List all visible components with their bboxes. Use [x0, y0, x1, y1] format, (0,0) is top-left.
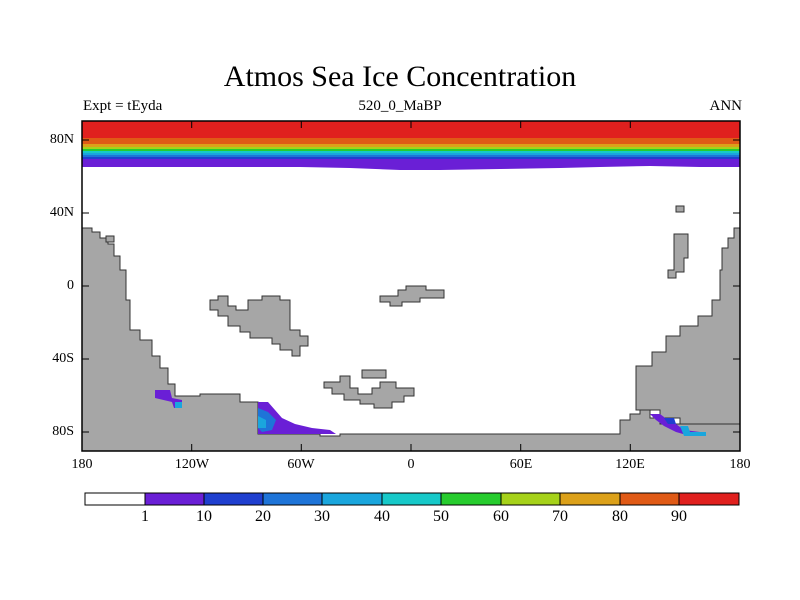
ice-band-50: [82, 149, 740, 152]
colorbar: [84, 492, 740, 506]
ice-sw-3: [258, 416, 266, 428]
arctic-sea-ice: [82, 121, 740, 170]
lat-label-0: 0: [67, 278, 74, 293]
ice-band-60: [82, 147, 740, 150]
lon-ticks: [191, 121, 631, 451]
southern-sea-ice: [155, 390, 706, 436]
colorbar-label-60: 60: [493, 508, 509, 525]
lon-label-120w: 120W: [174, 457, 210, 472]
map-title: Atmos Sea Ice Concentration: [223, 60, 577, 93]
colorbar-box-5: [382, 493, 441, 505]
land-island-central-4: [361, 369, 387, 379]
colorbar-label-10: 10: [196, 508, 212, 525]
ice-se-3: [680, 426, 706, 436]
subtitle-experiment: Expt = tEyda: [83, 98, 163, 114]
colorbar-box-4: [322, 493, 382, 505]
lon-label-120e: 120E: [615, 457, 645, 472]
ice-band-1: [82, 159, 740, 170]
land-island-central-3: [323, 375, 415, 409]
land-island-central-1: [209, 295, 309, 357]
lat-ticks: [82, 139, 740, 433]
ice-band-20: [82, 155, 740, 158]
ice-band-90: [82, 121, 740, 139]
colorbar-box-9: [620, 493, 679, 505]
colorbar-box-3: [263, 493, 322, 505]
subtitle-season: ANN: [709, 98, 743, 114]
colorbar-box-10: [679, 493, 739, 505]
colorbar-box-0: [85, 493, 145, 505]
colorbar-box-7: [501, 493, 560, 505]
colorbar-label-70: 70: [552, 508, 568, 525]
colorbar-label-20: 20: [255, 508, 271, 525]
land-island-central-2: [379, 285, 445, 307]
lon-label-180e: 180: [729, 457, 751, 472]
colorbar-box-2: [204, 493, 263, 505]
lat-label-80s: 80S: [52, 424, 74, 439]
land-island-ne-3: [105, 235, 115, 243]
colorbar-label-90: 90: [671, 508, 687, 525]
lon-label-60e: 60E: [509, 457, 533, 472]
ice-se-1: [650, 414, 706, 436]
colorbar-label-80: 80: [612, 508, 628, 525]
land-island-ne-2: [675, 205, 685, 213]
land-island-ne-1: [667, 233, 689, 279]
ice-sw-5: [175, 402, 182, 408]
colorbar-box-6: [441, 493, 501, 505]
ice-band-10: [82, 157, 740, 160]
colorbar-label-50: 50: [433, 508, 449, 525]
subtitle-period: 520_0_MaBP: [358, 98, 442, 114]
ice-band-30: [82, 153, 740, 156]
ice-band-80: [82, 138, 740, 145]
lat-label-40s: 40S: [52, 351, 74, 366]
ice-band-70: [82, 144, 740, 148]
lat-label-40n: 40N: [49, 205, 74, 220]
colorbar-box-1: [145, 493, 204, 505]
colorbar-box-8: [560, 493, 620, 505]
colorbar-label-40: 40: [374, 508, 390, 525]
ice-sw-1: [258, 402, 336, 434]
lon-label-180w: 180: [71, 457, 93, 472]
colorbar-label-1: 1: [141, 508, 149, 525]
colorbar-label-30: 30: [314, 508, 330, 525]
ice-se-2: [664, 418, 676, 424]
lon-label-0: 0: [407, 457, 415, 472]
lon-label-60w: 60W: [287, 457, 315, 472]
ice-band-40: [82, 151, 740, 154]
lat-label-80n: 80N: [49, 132, 74, 147]
